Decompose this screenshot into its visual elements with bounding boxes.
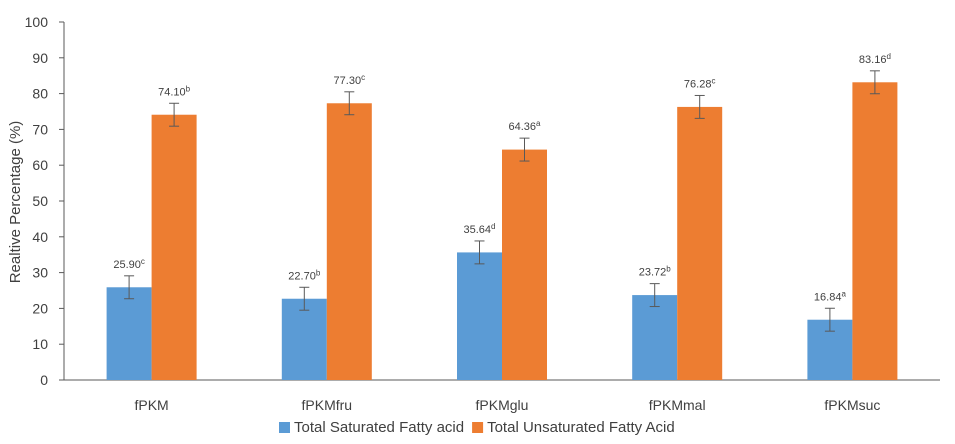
bar-saturated [632, 295, 678, 380]
y-tick-label: 50 [32, 193, 48, 209]
data-label: 35.64d [464, 222, 496, 236]
bar-saturated [106, 287, 152, 380]
x-tick-label: fPKMglu [476, 397, 529, 413]
error-bar [869, 70, 880, 95]
error-bar [344, 91, 355, 116]
data-label: 83.16d [859, 52, 891, 66]
x-tick-label: fPKMmal [649, 397, 706, 413]
y-tick-label: 60 [32, 157, 48, 173]
legend-label: Total Saturated Fatty acid [294, 419, 464, 436]
y-tick-label: 70 [32, 121, 48, 137]
bar-saturated [281, 298, 327, 380]
legend-swatch [279, 422, 290, 433]
error-bar [169, 102, 180, 127]
bar-unsaturated [852, 82, 898, 380]
legend: Total Saturated Fatty acid Total Unsatura… [279, 419, 675, 436]
error-bar [649, 283, 660, 308]
y-tick-label: 40 [32, 229, 48, 245]
data-label: 74.10b [158, 84, 191, 98]
y-tick-label: 90 [32, 50, 48, 66]
y-axis: 0 10 20 30 40 50 60 70 80 90 100 [25, 14, 65, 388]
bar-saturated [457, 252, 502, 380]
legend-swatch [472, 422, 484, 433]
legend-label: Total Unsaturated Fatty Acid [487, 419, 675, 436]
data-label: 22.70b [288, 268, 321, 282]
y-tick-label: 80 [32, 86, 48, 102]
x-tick-label: fPKMsuc [824, 397, 880, 413]
data-label: 16.84a [814, 289, 847, 303]
error-bar [694, 94, 705, 119]
x-tick-label: fPKM [134, 397, 168, 413]
error-bar [824, 307, 835, 332]
y-tick-label: 0 [40, 372, 48, 388]
x-tick-label: fPKMfru [302, 397, 353, 413]
bar-unsaturated [502, 149, 547, 380]
bar-unsaturated [326, 103, 372, 381]
error-bar [299, 286, 310, 311]
x-axis: fPKM fPKMfru fPKMglu fPKMmal fPKMsuc [64, 379, 940, 413]
error-bar [124, 275, 135, 300]
bars: 25.90c 22.70b 35.64d 23.72b 16.84a 74.10b 77.3… [106, 52, 898, 381]
legend-item: Total Unsaturated Fatty Acid [472, 419, 675, 436]
y-tick-label: 20 [32, 300, 48, 316]
y-tick-label: 100 [25, 14, 49, 30]
data-label: 25.90c [113, 257, 145, 271]
error-bar [519, 137, 530, 162]
bar-unsaturated [151, 114, 197, 381]
y-tick-label: 10 [32, 336, 48, 352]
legend-item: Total Saturated Fatty acid [279, 419, 464, 436]
data-label: 64.36a [509, 119, 542, 133]
y-tick-label: 30 [32, 265, 48, 281]
data-label: 77.30c [334, 73, 366, 87]
y-axis-title: Realtive Percentage (%) [7, 121, 24, 284]
data-label: 23.72b [639, 265, 672, 279]
error-bar [474, 240, 485, 265]
data-label: 76.28c [684, 76, 716, 90]
bar-unsaturated [677, 106, 723, 380]
